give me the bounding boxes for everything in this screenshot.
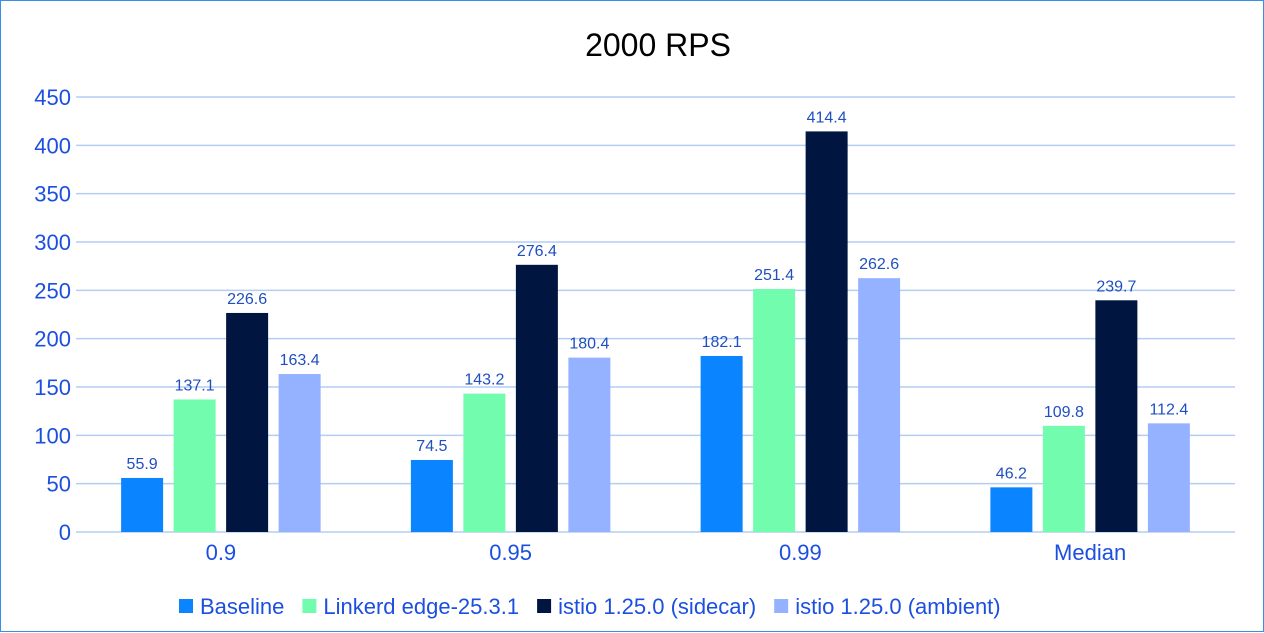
data-label: 262.6 (859, 256, 899, 273)
data-label: 251.4 (754, 267, 794, 284)
legend-label: Linkerd edge-25.3.1 (323, 594, 519, 619)
legend-swatch (302, 599, 317, 613)
data-label: 180.4 (569, 336, 609, 353)
bar (858, 278, 901, 532)
data-label: 226.6 (227, 291, 267, 308)
bar (463, 393, 506, 532)
x-tick-label: 0.99 (779, 540, 822, 565)
bar (1147, 423, 1190, 532)
y-tick-label: 300 (34, 230, 71, 255)
bar (410, 459, 453, 532)
data-label: 137.1 (175, 377, 215, 394)
data-label: 163.4 (280, 352, 320, 369)
bar (753, 288, 796, 532)
y-tick-label: 150 (34, 375, 71, 400)
data-label: 414.4 (807, 109, 847, 126)
y-tick-label: 350 (34, 182, 71, 207)
data-label: 55.9 (127, 456, 158, 473)
bar (568, 357, 611, 532)
bar (278, 374, 321, 532)
x-tick-label: Median (1054, 540, 1126, 565)
y-tick-label: 400 (34, 133, 71, 158)
data-label: 112.4 (1149, 401, 1188, 418)
chart-title: 2000 RPS (585, 27, 731, 63)
bar (990, 487, 1033, 532)
y-tick-label: 250 (34, 278, 71, 303)
bar (226, 312, 269, 532)
legend-label: istio 1.25.0 (ambient) (795, 594, 1000, 619)
bar (515, 264, 558, 532)
x-tick-label: 0.9 (206, 540, 237, 565)
legend-swatch (774, 599, 789, 613)
bar (1095, 300, 1138, 532)
y-tick-label: 0 (59, 520, 71, 545)
legend-label: Baseline (200, 594, 284, 619)
y-tick-label: 450 (34, 85, 71, 110)
data-label: 46.2 (996, 465, 1027, 482)
legend-label: istio 1.25.0 (sidecar) (558, 594, 756, 619)
x-tick-label: 0.95 (489, 540, 532, 565)
data-label: 109.8 (1044, 404, 1084, 421)
data-label: 239.7 (1096, 278, 1136, 295)
legend-swatch (537, 599, 552, 613)
data-label: 74.5 (416, 438, 447, 455)
data-label: 276.4 (517, 243, 557, 260)
y-tick-label: 200 (34, 327, 71, 352)
y-tick-label: 100 (34, 423, 71, 448)
legend-swatch (179, 599, 193, 613)
bar (700, 355, 743, 532)
data-label: 182.1 (702, 334, 742, 351)
data-label: 143.2 (464, 372, 504, 389)
y-tick-label: 50 (47, 472, 71, 497)
bar (805, 131, 848, 532)
bar (173, 399, 216, 532)
bar (1042, 425, 1085, 532)
bar (121, 477, 164, 532)
